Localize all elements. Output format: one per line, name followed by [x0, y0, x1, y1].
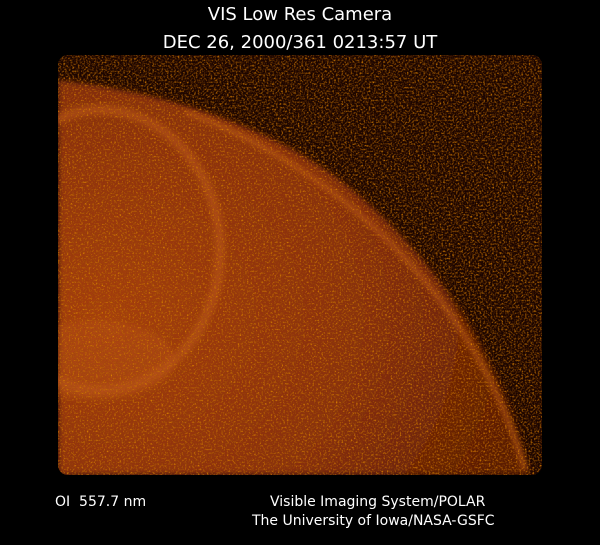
instrument-label: Visible Imaging System/POLAR [270, 494, 486, 510]
noise [58, 55, 542, 475]
institution-label: The University of Iowa/NASA-GSFC [252, 513, 495, 529]
title: VIS Low Res Camera [207, 4, 393, 25]
timestamp: DEC 26, 2000/361 0213:57 UT [162, 32, 438, 53]
filter-label: OI 557.7 nm [55, 494, 147, 510]
